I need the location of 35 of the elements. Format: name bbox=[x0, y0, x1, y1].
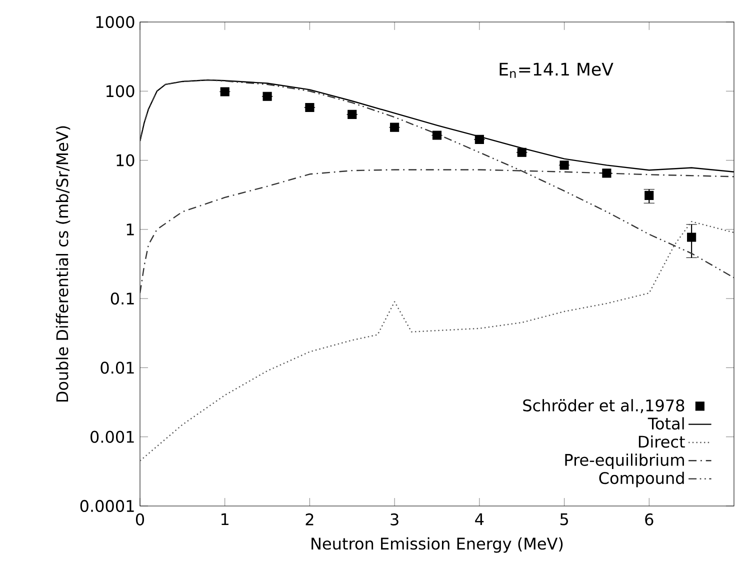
y-axis-title: Double Differential cs (mb/Sr/MeV) bbox=[56, 126, 70, 402]
point bbox=[474, 134, 484, 144]
point bbox=[560, 160, 569, 170]
x-tick-label: 3 bbox=[390, 513, 398, 526]
legend-label: Pre-equilibrium bbox=[565, 454, 684, 470]
x-tick-label: 2 bbox=[306, 513, 314, 526]
x-tick-label: 6 bbox=[645, 513, 654, 526]
y-tick-label: 0.001 bbox=[90, 430, 134, 443]
point bbox=[348, 110, 357, 119]
legend-label: Schröder et al.,1978 bbox=[523, 399, 684, 414]
legend-label: Compound bbox=[599, 472, 684, 488]
point bbox=[432, 130, 442, 140]
y-tick-label: 0.0001 bbox=[80, 500, 134, 512]
y-tick-label: 10 bbox=[116, 154, 134, 166]
y-tick-label: 1000 bbox=[96, 16, 134, 28]
annotation: E$_{n}$=14.1 MeV bbox=[500, 62, 614, 78]
point bbox=[220, 87, 230, 96]
point bbox=[602, 168, 612, 178]
x-axis-title: Neutron Emission Energy (MeV) bbox=[312, 537, 563, 553]
point bbox=[687, 232, 696, 242]
y-tick-label: 1 bbox=[126, 224, 134, 236]
x-tick-label: 4 bbox=[475, 513, 484, 526]
x-tick-label: 0 bbox=[136, 513, 144, 526]
y-tick-label: 0.01 bbox=[100, 362, 134, 374]
point bbox=[262, 92, 272, 101]
y-tick-label: 100 bbox=[106, 85, 134, 98]
legend-label: Direct bbox=[638, 435, 685, 448]
y-tick-label: 0.1 bbox=[110, 292, 134, 305]
x-tick-label: 1 bbox=[222, 513, 228, 526]
legend-label: Total bbox=[648, 417, 684, 430]
x-tick-label: 5 bbox=[560, 513, 568, 526]
point bbox=[644, 190, 654, 200]
point bbox=[517, 148, 526, 157]
point bbox=[390, 122, 400, 132]
point bbox=[305, 102, 314, 112]
